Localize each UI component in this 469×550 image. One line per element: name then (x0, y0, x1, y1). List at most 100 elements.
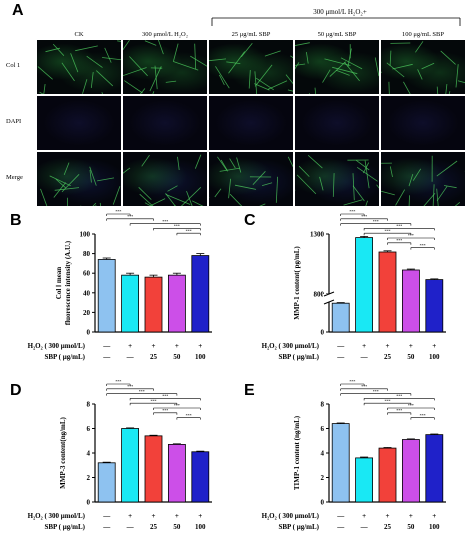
y-tick-label: 1300 (310, 231, 325, 239)
significance-label: *** (127, 384, 133, 389)
significance-label: *** (373, 389, 379, 394)
panel-letter: E (244, 382, 255, 399)
significance-label: *** (162, 408, 168, 413)
bar (425, 279, 444, 333)
y-tick-label: 60 (83, 270, 91, 278)
bar (191, 451, 210, 503)
significance-label: *** (396, 238, 402, 243)
bar (425, 434, 444, 503)
y-tick-label: 0 (87, 499, 91, 507)
h2o2-mark: + (198, 512, 202, 520)
micrograph-image (209, 96, 293, 150)
significance-label: *** (127, 214, 133, 219)
micrograph-image (123, 152, 207, 206)
y-tick-label: 2 (321, 474, 325, 482)
chart-D: 0 2 4 6 8 MMP-3 content(ng/mL) — — + — +25 +50 +100 H… (28, 380, 212, 531)
micrograph-image (209, 152, 293, 206)
row-heading: Col 1 (6, 62, 21, 69)
bar (144, 276, 163, 333)
bar (355, 457, 373, 503)
h2o2-mark: + (175, 342, 179, 350)
significance-label: *** (162, 219, 168, 224)
h2o2-row-label: H₂O₂ ( 300 μmol/L) (28, 512, 86, 520)
sbp-mark: — (102, 353, 111, 361)
significance-label: *** (186, 228, 192, 233)
bar (401, 269, 420, 333)
significance-label: *** (115, 380, 121, 384)
y-axis-label-line: Col Ⅰ mean (55, 267, 63, 300)
significance-label: *** (396, 408, 402, 413)
panel-letter: C (244, 212, 256, 229)
sbp-mark: 100 (429, 353, 440, 361)
h2o2-row-label: H₂O₂ ( 300 μmol/L) (262, 512, 320, 520)
bar (97, 259, 116, 333)
bar (144, 435, 163, 503)
y-tick-label: 800 (314, 291, 325, 299)
h2o2-mark: — (102, 342, 111, 350)
y-axis-label: MMP-3 content(ng/mL) (59, 416, 67, 488)
sbp-mark: 100 (195, 523, 206, 531)
h2o2-mark: + (175, 512, 179, 520)
bar (167, 274, 186, 333)
h2o2-mark: + (128, 342, 132, 350)
significance-label: *** (139, 389, 145, 394)
y-tick-label: 20 (83, 309, 91, 317)
sbp-mark: 25 (384, 523, 392, 531)
sbp-mark: — (336, 353, 345, 361)
bar (121, 428, 139, 503)
row-heading: Merge (6, 174, 23, 181)
column-heading: CK (74, 31, 84, 38)
h2o2-mark: + (362, 512, 366, 520)
sbp-mark: — (336, 523, 345, 531)
h2o2-mark: + (409, 342, 413, 350)
chart-B: 0 20 40 60 80 100 Col Ⅰ meanfluorescence inten… (28, 210, 212, 361)
sbp-mark: 100 (195, 353, 206, 361)
significance-label: *** (408, 403, 414, 408)
micrograph-image (381, 40, 465, 94)
h2o2-mark: + (152, 342, 156, 350)
h2o2-mark: + (386, 342, 390, 350)
y-tick-label: 4 (321, 450, 325, 458)
significance-label: *** (420, 413, 426, 418)
bar (97, 462, 116, 503)
significance-label: *** (408, 233, 414, 238)
significance-label: *** (174, 224, 180, 229)
y-tick-label: 80 (83, 250, 91, 258)
y-tick-label: 6 (87, 425, 91, 433)
significance-label: *** (115, 210, 121, 214)
y-tick-label: 2 (87, 474, 91, 482)
bar (121, 274, 139, 333)
significance-label: *** (174, 403, 180, 408)
h2o2-mark: + (432, 512, 436, 520)
significance-label: *** (361, 214, 367, 219)
h2o2-mark: + (128, 512, 132, 520)
bar (355, 237, 373, 333)
y-tick-label: 0 (321, 499, 325, 507)
significance-label: *** (162, 394, 168, 399)
h2o2-mark: — (102, 512, 111, 520)
bar (378, 251, 397, 333)
significance-label: *** (186, 413, 192, 418)
y-tick-label: 0 (87, 329, 91, 337)
h2o2-mark: + (152, 512, 156, 520)
sbp-row-label: SBP ( μg/mL) (44, 353, 85, 361)
bar (331, 423, 350, 503)
h2o2-row-label: H₂O₂ ( 300 μmol/L) (262, 342, 320, 350)
column-heading: 50 μg/mL SBP (317, 31, 357, 38)
significance-label: *** (349, 380, 355, 384)
sbp-mark: — (102, 523, 111, 531)
significance-label: *** (349, 210, 355, 214)
sbp-mark: 50 (173, 523, 181, 531)
bar (401, 439, 420, 503)
micrograph-image (37, 152, 121, 206)
micrograph-image (381, 96, 465, 150)
significance-label: *** (396, 224, 402, 229)
sbp-mark: 50 (407, 353, 415, 361)
micrograph-image (37, 96, 121, 150)
panel-letter: D (10, 382, 22, 399)
bracket-label: 300 μmol/L H₂O₂+ (290, 8, 390, 16)
column-heading: 300 μmol/L H₂O₂ (141, 31, 189, 38)
significance-label: *** (373, 219, 379, 224)
bar (378, 447, 397, 503)
sbp-mark: — (360, 353, 369, 361)
